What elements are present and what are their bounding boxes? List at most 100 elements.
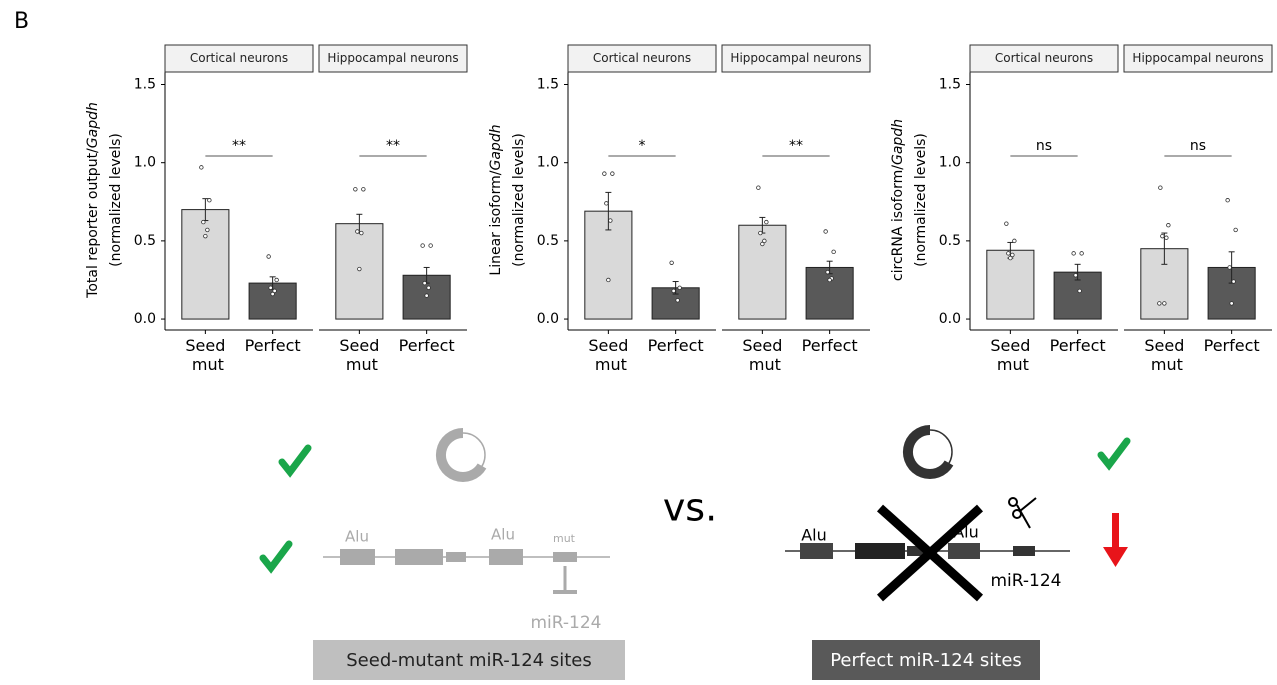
data-point: [607, 278, 611, 282]
x-tick-line: Seed: [339, 336, 379, 355]
y-axis-label: Linear isoform/Gapdh: [488, 124, 504, 275]
data-point: [1230, 302, 1234, 306]
y-label-italic: Gapdh: [890, 119, 906, 165]
alu-label: Alu: [491, 526, 515, 544]
check-mark: [1101, 441, 1127, 465]
check-mark: [263, 544, 289, 568]
down-arrow-head: [1103, 547, 1128, 567]
data-point: [676, 298, 680, 302]
perfect-diagram: Alu Alu miR-124 Perfect miR-124 sites: [785, 430, 1128, 680]
data-point: [269, 286, 273, 290]
data-point: [672, 289, 676, 293]
facet-title: Cortical neurons: [995, 51, 1093, 65]
data-point: [1234, 228, 1238, 232]
site-box: [553, 552, 577, 562]
y-tick-label: 0.5: [537, 233, 559, 249]
x-tick-label: Perfect: [399, 336, 455, 355]
data-point: [1163, 302, 1167, 306]
mirna-label: miR-124: [991, 571, 1062, 591]
x-tick-line: Seed: [185, 336, 225, 355]
x-tick-label: Seed mut: [742, 336, 782, 374]
data-point: [425, 294, 429, 298]
significance-label: **: [789, 138, 803, 154]
x-tick-line: Perfect: [648, 336, 704, 355]
y-axis-label: Total reporter output/Gapdh: [85, 102, 101, 299]
alu-box: [340, 549, 375, 565]
y-axis-label: (normalized levels): [511, 133, 527, 267]
data-point: [603, 172, 607, 176]
data-point: [423, 281, 427, 285]
exon-box: [855, 543, 905, 559]
y-tick-label: 1.0: [939, 155, 961, 171]
y-tick-label: 0.0: [939, 311, 961, 327]
circrna-arc: [908, 430, 949, 474]
bar: [336, 224, 383, 319]
data-point: [362, 187, 366, 191]
x-tick-label: Perfect: [648, 336, 704, 355]
data-point: [1161, 234, 1165, 238]
y-label-text: Linear isoform/: [488, 170, 504, 275]
x-tick-line: mut: [1146, 355, 1183, 374]
y-label-text: circRNA isoform/: [890, 165, 906, 281]
alu-label: Alu: [801, 526, 827, 545]
y-tick-label: 0.5: [134, 233, 156, 249]
y-label-text: Total reporter output/: [85, 148, 101, 299]
facet-title: Hippocampal neurons: [1132, 51, 1263, 65]
x-tick-line: Seed: [588, 336, 628, 355]
y-tick-label: 1.5: [939, 77, 961, 93]
x-tick-line: Perfect: [399, 336, 455, 355]
alu-box: [489, 549, 523, 565]
data-point: [200, 166, 204, 170]
data-point: [1074, 273, 1078, 277]
bar: [987, 250, 1034, 319]
data-point: [1226, 198, 1230, 202]
data-point: [356, 230, 360, 234]
x-tick-label: Seed mut: [1144, 336, 1184, 374]
site-box: [446, 552, 466, 562]
y-tick-label: 0.5: [939, 233, 961, 249]
data-point: [267, 255, 271, 259]
data-point: [358, 267, 362, 271]
figure: B Alu Alu mut miR-124 Seed-mutant miR-12…: [0, 0, 1277, 681]
y-tick-label: 1.0: [537, 155, 559, 171]
data-point: [204, 234, 208, 238]
vs-label: vs.: [663, 486, 717, 530]
x-tick-line: mut: [187, 355, 224, 374]
x-tick-line: Seed: [1144, 336, 1184, 355]
data-point: [208, 198, 212, 202]
y-tick-label: 0.0: [537, 311, 559, 327]
y-tick-label: 1.5: [134, 77, 156, 93]
data-point: [1078, 289, 1082, 293]
x-tick-line: mut: [341, 355, 378, 374]
data-point: [429, 244, 433, 248]
x-tick-line: mut: [590, 355, 627, 374]
data-point: [609, 219, 613, 223]
data-point: [832, 250, 836, 254]
x-tick-line: Seed: [742, 336, 782, 355]
data-point: [824, 230, 828, 234]
data-point: [1167, 223, 1171, 227]
x-tick-label: Seed mut: [990, 336, 1030, 374]
y-tick-label: 0.0: [134, 311, 156, 327]
data-point: [271, 292, 275, 296]
data-point: [678, 286, 682, 290]
y-label-italic: Gapdh: [85, 102, 101, 148]
data-point: [757, 186, 761, 190]
panel-label: B: [14, 9, 29, 34]
y-axis-label: (normalized levels): [913, 133, 929, 267]
x-tick-line: mut: [992, 355, 1029, 374]
data-point: [1158, 302, 1162, 306]
x-tick-line: Perfect: [245, 336, 301, 355]
down-arrow: [1112, 513, 1119, 549]
significance-label: *: [639, 138, 646, 154]
data-point: [427, 286, 431, 290]
x-tick-label: Perfect: [245, 336, 301, 355]
seed-mutant-diagram: Alu Alu mut miR-124 Seed-mutant miR-124 …: [263, 433, 625, 680]
data-point: [1165, 236, 1169, 240]
data-point: [206, 228, 210, 232]
x-tick-line: Perfect: [802, 336, 858, 355]
data-point: [605, 202, 609, 206]
data-point: [1228, 266, 1232, 270]
data-point: [1159, 186, 1163, 190]
mut-label: mut: [553, 532, 576, 545]
